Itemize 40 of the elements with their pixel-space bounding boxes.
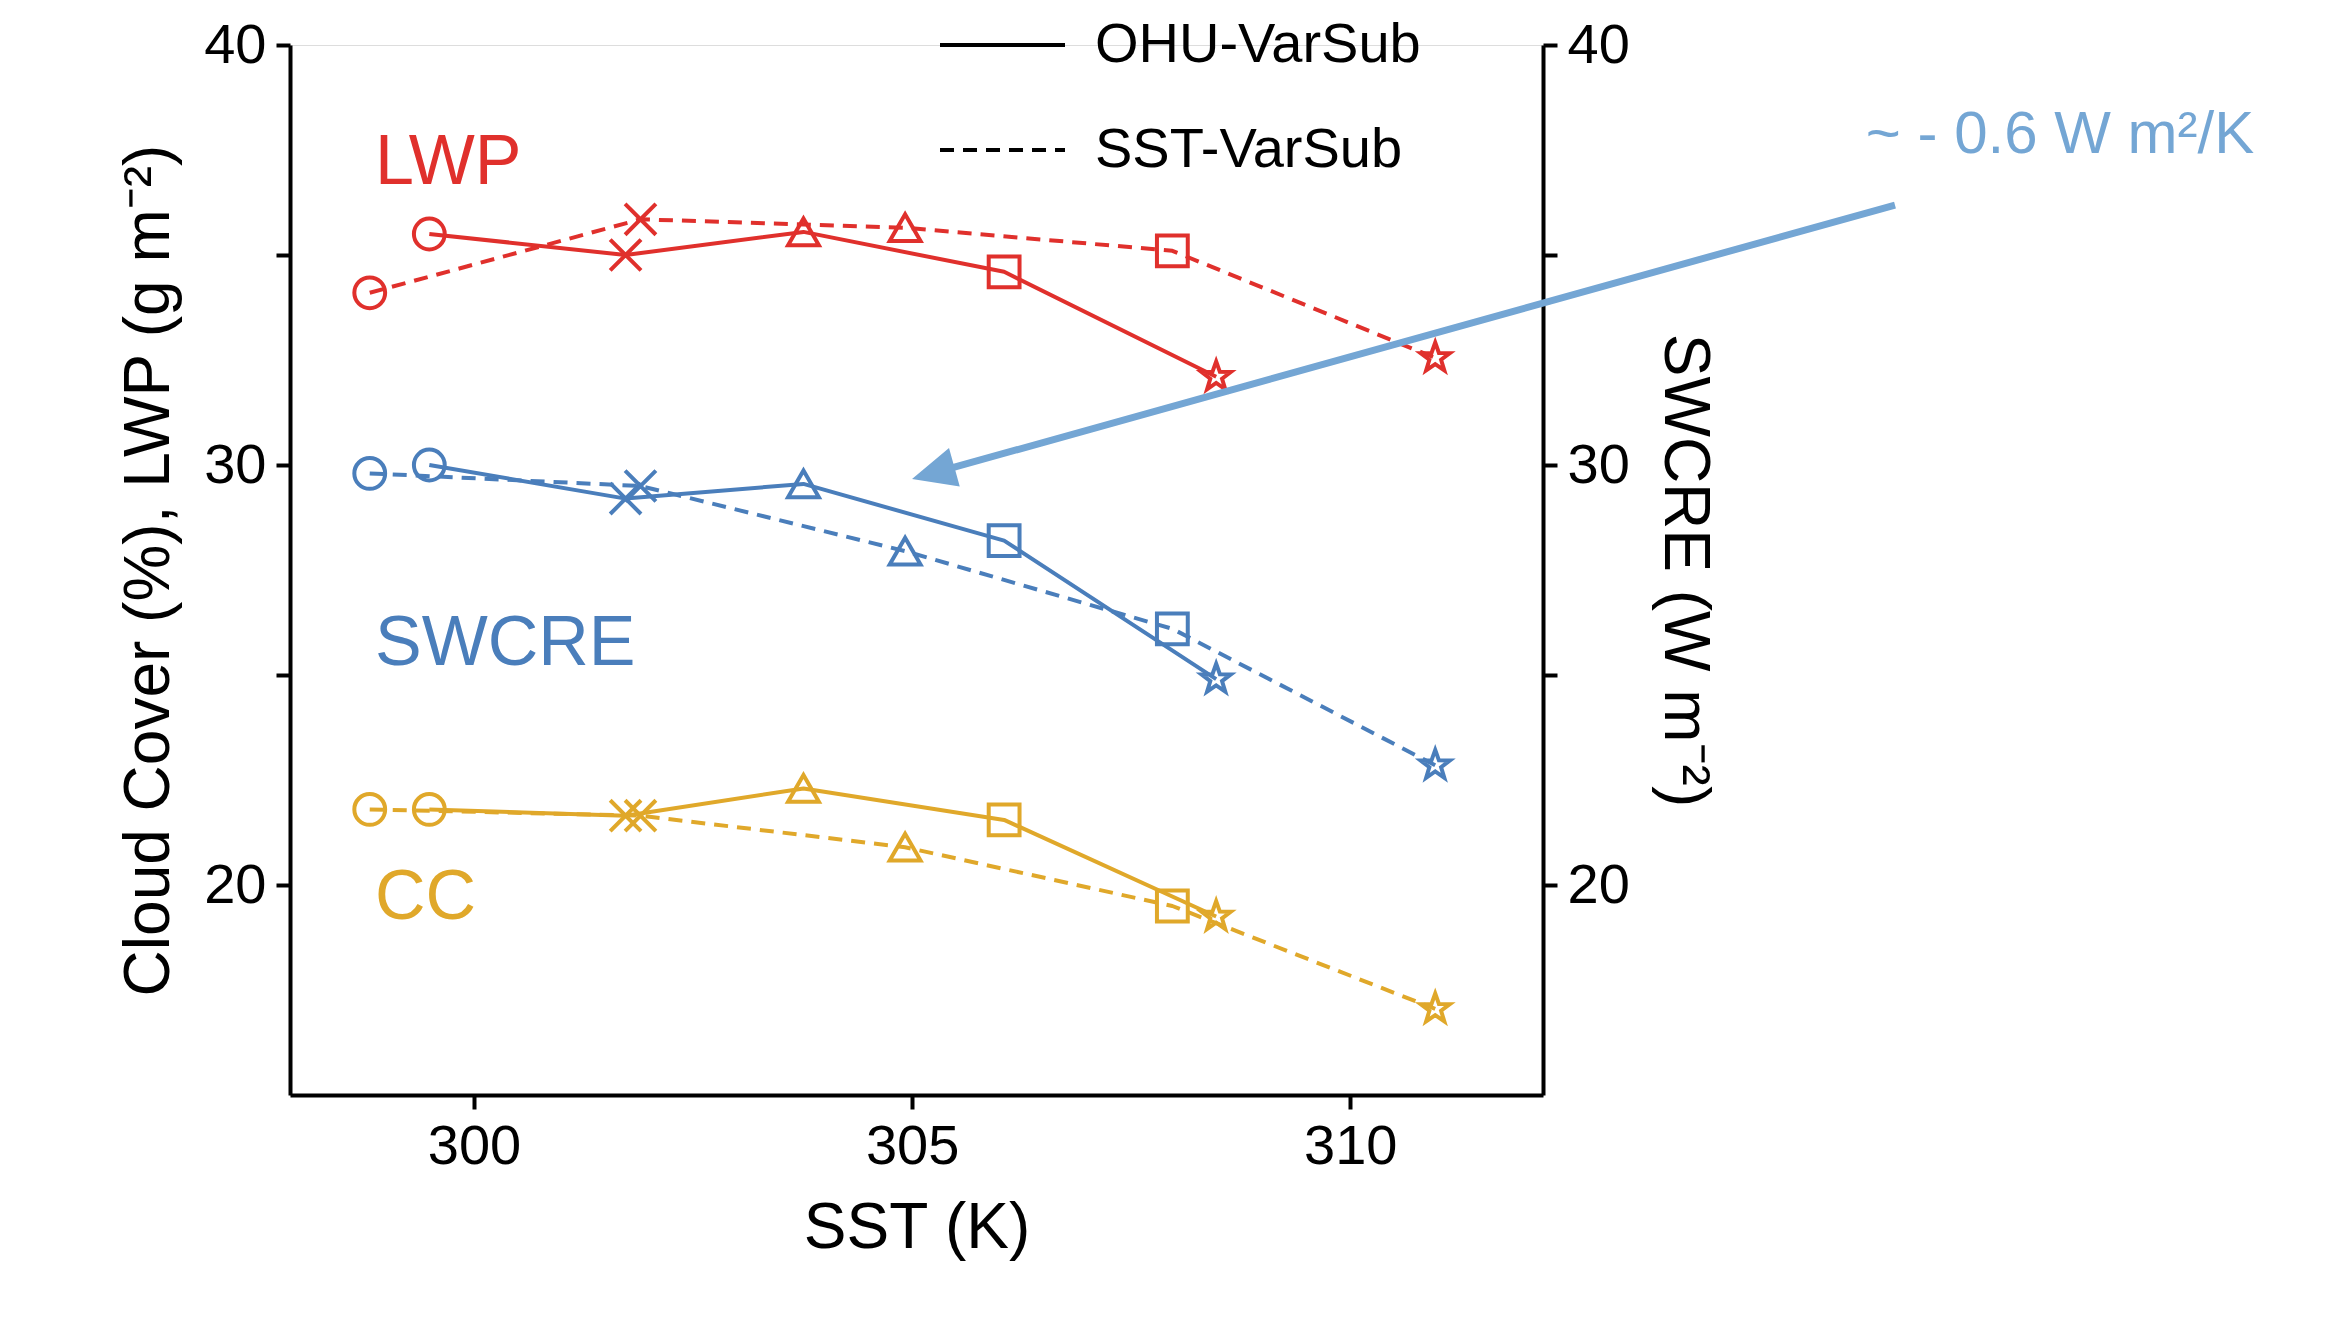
y-axis-title: Cloud Cover (%), LWP (g m⁻²) bbox=[111, 144, 184, 997]
point bbox=[886, 533, 924, 567]
point bbox=[352, 792, 388, 827]
point bbox=[886, 829, 924, 863]
point bbox=[986, 523, 1022, 559]
point bbox=[623, 798, 658, 834]
text: ~ - 0.6 W m²/K bbox=[1865, 99, 2255, 166]
point bbox=[411, 216, 447, 252]
y2-tick-label: 40 bbox=[1567, 11, 1630, 75]
point bbox=[1154, 888, 1190, 924]
annotation: SWCRE bbox=[375, 601, 636, 680]
point bbox=[352, 275, 388, 311]
x-tick-label: 310 bbox=[1304, 1112, 1398, 1176]
point bbox=[352, 456, 388, 491]
point bbox=[411, 792, 447, 827]
point bbox=[986, 802, 1022, 838]
y2-tick-label: 30 bbox=[1567, 431, 1630, 495]
point bbox=[623, 468, 658, 504]
annotation: LWP bbox=[375, 121, 522, 199]
x-axis-title: SST (K) bbox=[803, 1189, 1031, 1262]
y-tick-label: 20 bbox=[204, 851, 267, 915]
point bbox=[623, 201, 658, 237]
x-tick-label: 300 bbox=[427, 1112, 522, 1176]
point bbox=[1154, 611, 1190, 647]
point bbox=[608, 481, 643, 517]
point bbox=[608, 237, 643, 273]
point bbox=[887, 212, 923, 244]
annotation: OHU-VarSub bbox=[1095, 11, 1421, 74]
y2-tick-label: 20 bbox=[1567, 851, 1630, 915]
x-tick-label: 305 bbox=[865, 1112, 960, 1176]
y-tick-label: 40 bbox=[204, 11, 267, 75]
point bbox=[411, 447, 447, 483]
point bbox=[608, 798, 643, 834]
annotation: SST-VarSub bbox=[1095, 116, 1403, 179]
point bbox=[1154, 233, 1190, 269]
y2-axis-title: SWCRE (W m⁻²) bbox=[1650, 333, 1723, 808]
y-tick-label: 30 bbox=[204, 431, 267, 495]
annotation: CC bbox=[375, 856, 477, 935]
point bbox=[986, 254, 1022, 290]
point bbox=[786, 773, 821, 804]
